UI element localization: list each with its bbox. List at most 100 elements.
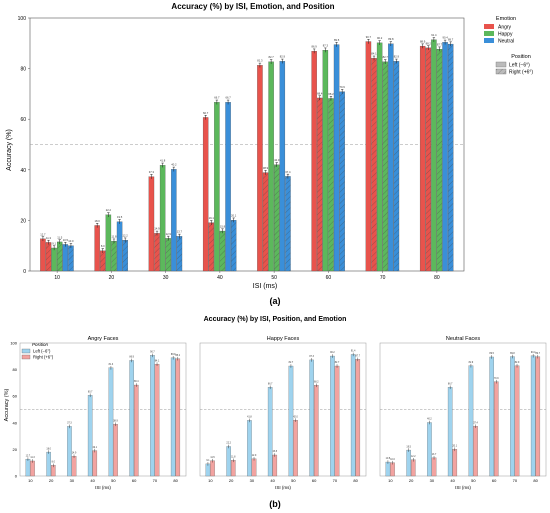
bar-neutral-left	[333, 44, 340, 272]
x-tick-label: 20	[229, 478, 234, 483]
bar-hatch	[100, 250, 106, 271]
bar-value-label: 12.2	[123, 234, 129, 238]
bar-value-label: 18.0	[46, 448, 51, 450]
bar-value-label: 68.2	[328, 92, 334, 96]
bar-hatch	[274, 164, 280, 271]
bar-value-label: 12.9	[252, 455, 257, 457]
bar-left	[247, 420, 252, 477]
bar-left	[427, 422, 432, 477]
y-tick-label: 60	[13, 394, 18, 399]
bar-hatch	[208, 222, 214, 271]
x-tick-label: 30	[430, 478, 435, 483]
bar-value-label: 11.3	[30, 457, 35, 459]
bar-value-label: 82.9	[515, 362, 520, 364]
bar-value-label: 84.1	[371, 52, 377, 56]
x-tick-label: 20	[49, 478, 54, 483]
bar-left	[25, 458, 31, 477]
facet-x-axis-label: ISI (ms)	[95, 485, 111, 490]
x-tick-label: 50	[291, 478, 296, 483]
bar-right	[71, 456, 77, 477]
bar-hatch	[231, 220, 237, 271]
bar-right	[314, 385, 319, 477]
bar-hatch	[176, 236, 183, 271]
facet-x-axis-label: ISI (ms)	[275, 485, 291, 490]
bar-value-label: 10.0	[68, 239, 74, 243]
bar-angry-left	[94, 225, 100, 272]
bar-value-label: 90.4	[531, 352, 536, 354]
bar-value-label: 18.0	[95, 219, 101, 223]
bar-right	[231, 460, 236, 477]
facet-2: Neutral Faces ISI (ms) 10 10.5 10.0 20 19.5 12.…	[379, 336, 547, 490]
x-tick-label: 30	[250, 478, 255, 483]
bar-value-label: 10.5	[63, 238, 69, 242]
bar-left	[447, 387, 453, 477]
bar-value-label: 12.7	[40, 232, 46, 236]
x-tick-label: 80	[353, 478, 358, 483]
bar-value-label: 15.8	[273, 451, 278, 453]
bar-value-label: 11.8	[231, 457, 236, 459]
y-tick-label: 0	[15, 474, 18, 479]
x-tick-label: 10	[28, 478, 33, 483]
bar-value-label: 20.1	[453, 445, 458, 447]
bar-value-label: 90.2	[377, 36, 383, 40]
bar-left	[489, 356, 494, 477]
bar-value-label: 12.7	[26, 455, 31, 457]
bar-value-label: 14.9	[72, 452, 77, 454]
bar-value-label: 89.8	[388, 37, 394, 41]
legend-swatch-happy	[484, 31, 494, 36]
bar-left	[267, 387, 273, 477]
bar-hatch	[262, 172, 269, 271]
bar-left	[530, 355, 536, 477]
bar-value-label: 22.2	[106, 208, 112, 212]
bar-value-label: 14.9	[154, 227, 160, 231]
x-tick-label: 70	[513, 478, 518, 483]
bar-hatch	[285, 176, 291, 271]
bar-value-label: 37.3	[67, 423, 72, 425]
bar-value-label: 10.5	[386, 458, 391, 460]
bar-value-label: 11.8	[111, 235, 117, 239]
bar-value-label: 82.7	[269, 55, 275, 59]
bar-value-label: 89.7	[448, 37, 454, 41]
bar-happy-left	[105, 214, 112, 272]
bar-value-label: 19.5	[406, 446, 411, 448]
bar-angry-left	[311, 51, 317, 272]
bar-hatch	[317, 97, 323, 271]
panel-a: Accuracy (%) by ISI, Emotion, and Positi…	[6, 2, 533, 290]
legend-label-neutral: Neutral	[498, 39, 514, 45]
bar-left	[350, 354, 356, 477]
x-tick-label: 10	[388, 478, 393, 483]
x-tick-label: 20	[409, 478, 414, 483]
bar-happy-left	[322, 50, 329, 272]
bar-value-label: 90.7	[366, 35, 372, 39]
bar-right	[272, 454, 278, 477]
x-tick-label: 50	[271, 275, 277, 281]
bar-neutral-left	[442, 42, 448, 272]
bar-value-label: 88.2	[176, 355, 181, 357]
facet-1: Happy Faces ISI (ms) 10 9.111.5 20 22.2 11.8 30…	[199, 336, 367, 490]
bar-value-label: 11.3	[46, 236, 52, 240]
legend-b-title: Position	[32, 342, 49, 347]
bar-right	[431, 457, 437, 477]
legend-b-label-left: Left (−6°)	[33, 349, 51, 354]
bar-hatch	[122, 240, 128, 271]
bar-left	[129, 360, 134, 477]
bar-angry-left	[257, 65, 263, 272]
bar-value-label: 41.8	[247, 417, 252, 419]
bar-hatch	[154, 233, 160, 271]
bar-left	[468, 365, 474, 477]
bar-neutral-left	[171, 169, 177, 272]
bar-right	[452, 449, 458, 477]
bar-value-label: 81.3	[109, 364, 114, 366]
bar-happy-left	[159, 165, 166, 272]
bar-value-label: 66.7	[214, 96, 220, 100]
x-tick-label: 70	[153, 478, 158, 483]
bar-value-label: 91.4	[431, 33, 437, 37]
legend-swatch-neutral	[484, 38, 494, 43]
bar-value-label: 60.7	[88, 391, 93, 393]
bar-value-label: 60.7	[203, 111, 209, 115]
bar-value-label: 37.3	[149, 170, 155, 174]
bar-neutral-left	[225, 102, 231, 272]
bar-left	[330, 355, 335, 477]
bar-hatch	[371, 58, 377, 271]
bar-hatch	[436, 49, 443, 271]
